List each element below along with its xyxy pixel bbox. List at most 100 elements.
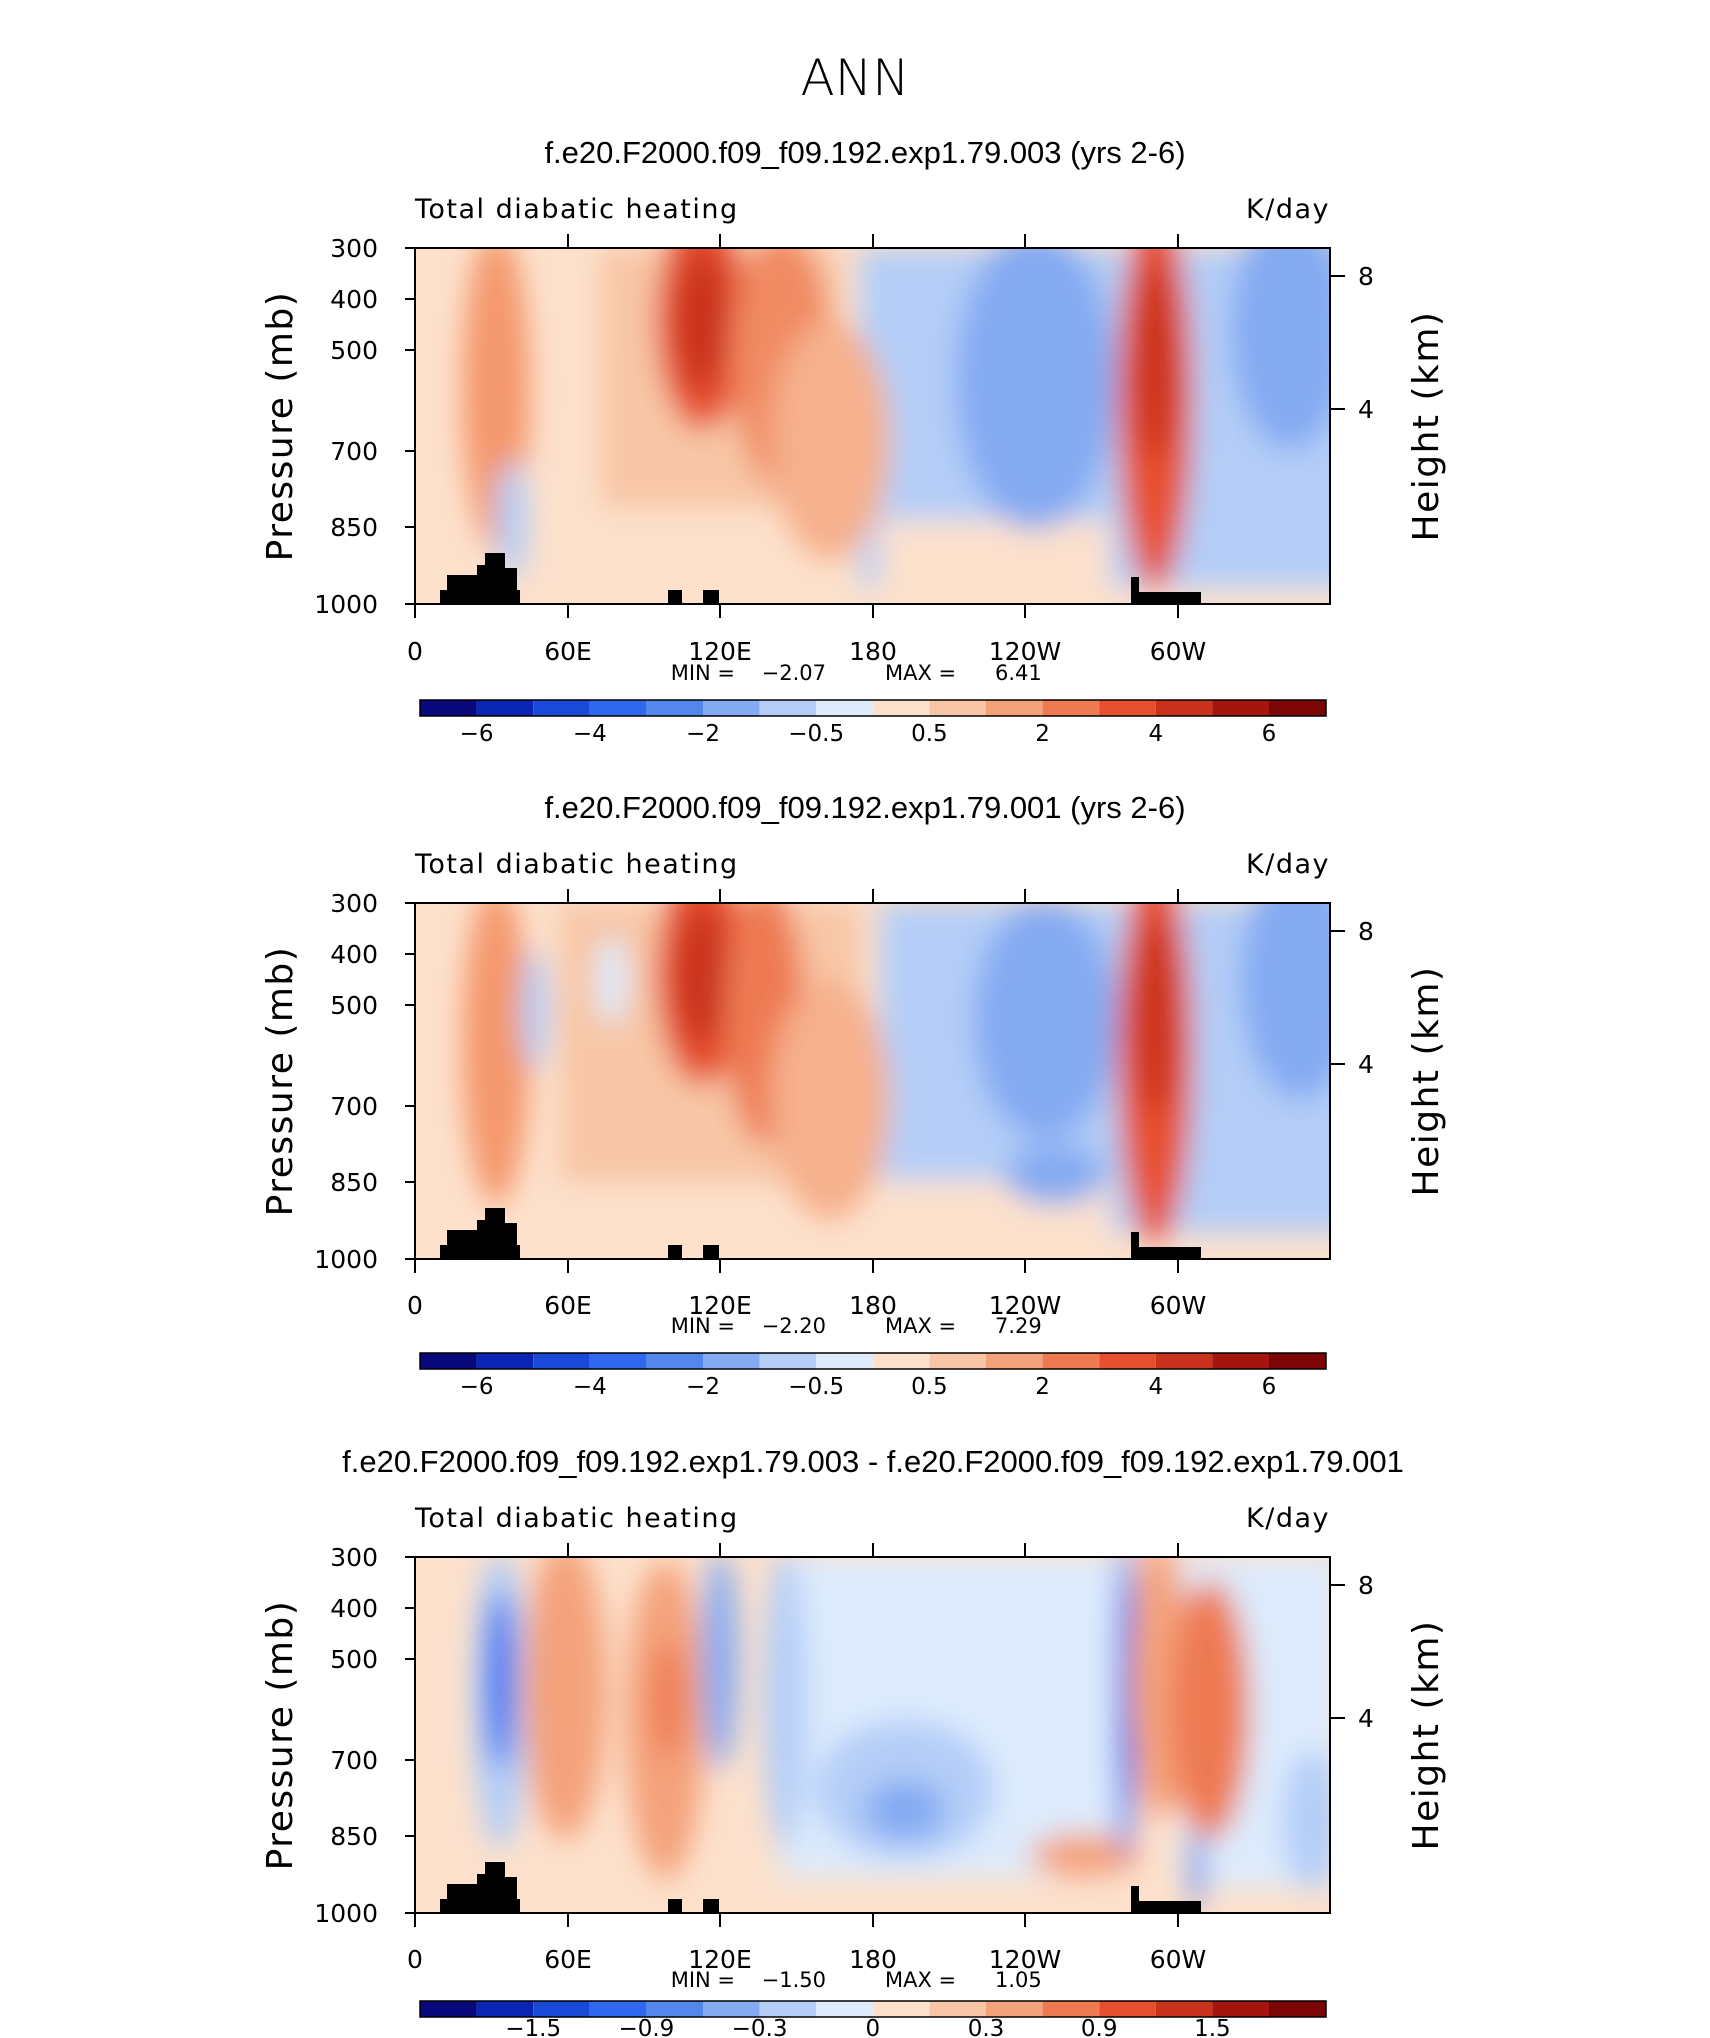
- terrain-block: [1135, 1247, 1201, 1259]
- terrain-block: [703, 1899, 719, 1913]
- field-feature: [1135, 915, 1175, 1115]
- topography: [440, 1208, 1201, 1259]
- colorbar-label: 6: [1262, 1374, 1277, 1400]
- y-axis-left: 300 400 500 700 850 1000 Pressure (mb): [260, 1543, 415, 1928]
- x-tick-label: 0: [407, 1291, 423, 1320]
- field-feature: [763, 1557, 807, 1850]
- max-label: MAX =: [885, 1314, 956, 1338]
- min-label: MIN =: [671, 1968, 735, 1992]
- field-feature: [676, 905, 728, 1045]
- colorbar-label: 4: [1148, 1374, 1163, 1400]
- colorbar-swatch: [872, 2001, 930, 2017]
- colorbar-label: −0.9: [618, 2016, 674, 2038]
- y-axis-right: 8 4 Height (km): [1330, 917, 1447, 1196]
- colorbar-swatch: [420, 2001, 477, 2017]
- field-feature: [1005, 1145, 1105, 1205]
- colorbar-swatch: [1212, 2001, 1269, 2017]
- colorbar-swatches: [420, 700, 1326, 716]
- y-tick-label: 400: [330, 940, 378, 969]
- colorbar-swatch: [1042, 2001, 1100, 2017]
- colorbar-swatches: [420, 1353, 1326, 1369]
- colorbar-swatch: [589, 2001, 647, 2017]
- terrain-block: [668, 1245, 682, 1259]
- subtitle-right: K/day: [1246, 849, 1330, 880]
- y-right-axis-label: Height (km): [1406, 1620, 1447, 1851]
- y-tick-label: 850: [330, 1822, 378, 1851]
- terrain-block: [1131, 577, 1139, 604]
- y-tick-label: 500: [330, 1645, 378, 1674]
- colorbar-swatch: [986, 1353, 1043, 1369]
- min-max-stats: MIN = −2.07 MAX = 6.41: [671, 661, 1042, 685]
- colorbar-swatch: [533, 1353, 590, 1369]
- panel-title: f.e20.F2000.f09_f09.192.exp1.79.003 (yrs…: [544, 135, 1185, 170]
- x-tick-label: 60E: [544, 1291, 592, 1320]
- colorbar-swatch: [1155, 2001, 1213, 2017]
- y-tick-label: 700: [330, 1746, 378, 1775]
- colorbar-label: 1.5: [1194, 2016, 1231, 2038]
- colorbar-swatch: [533, 2001, 590, 2017]
- colorbar-label: 0.5: [911, 1374, 948, 1400]
- y-tick-label: 400: [330, 285, 378, 314]
- y-tick-label: 500: [330, 991, 378, 1020]
- colorbar-swatch: [476, 700, 534, 716]
- subtitle-left: Total diabatic heating: [414, 849, 739, 880]
- colorbar-swatch: [872, 1353, 930, 1369]
- colorbar-swatch: [759, 2001, 817, 2017]
- contour-fields: [462, 903, 1330, 1259]
- max-label: MAX =: [885, 1968, 956, 1992]
- colorbar-label: 0.5: [911, 721, 948, 747]
- colorbar-swatch: [1155, 1353, 1213, 1369]
- y-right-tick-label: 8: [1358, 1571, 1374, 1600]
- colorbar-label: −4: [573, 721, 607, 747]
- y-tick-label: 1000: [314, 1245, 378, 1274]
- colorbar-label: 0.9: [1081, 2016, 1118, 2038]
- colorbar-swatch: [589, 1353, 647, 1369]
- field-feature: [1030, 1833, 1140, 1877]
- colorbar-swatch: [1212, 700, 1269, 716]
- colorbar-swatch: [1099, 2001, 1156, 2017]
- terrain-block: [447, 1884, 477, 1904]
- colorbar-swatch: [1212, 1353, 1269, 1369]
- terrain-block: [505, 1877, 517, 1907]
- colorbar-label: −2: [686, 1374, 720, 1400]
- field-feature: [702, 1557, 738, 1770]
- field-feature: [1191, 1830, 1203, 1910]
- field-feature: [676, 250, 728, 390]
- min-label: MIN =: [671, 661, 735, 685]
- colorbar: −1.5 −0.9 −0.3 0 0.3 0.9 1.5: [419, 2000, 1327, 2038]
- terrain-block: [447, 575, 477, 595]
- terrain-block: [1131, 1886, 1139, 1913]
- x-tick-label: 180: [849, 1291, 897, 1320]
- terrain-block: [505, 568, 517, 598]
- colorbar-label: −6: [460, 721, 494, 747]
- colorbar-label: −1.5: [505, 2016, 561, 2038]
- y-right-axis-label: Height (km): [1406, 966, 1447, 1197]
- terrain-block: [703, 590, 719, 604]
- colorbar-swatch: [1269, 1353, 1326, 1369]
- page-title: ANN: [800, 49, 909, 107]
- min-max-stats: MIN = −1.50 MAX = 1.05: [671, 1968, 1042, 1992]
- subtitle-right: K/day: [1246, 194, 1330, 225]
- colorbar-swatch: [646, 700, 703, 716]
- y-axis-left: 300 400 500 700 850 1000 Pressure (mb): [260, 234, 415, 619]
- panel-title: f.e20.F2000.f09_f09.192.exp1.79.001 (yrs…: [544, 790, 1185, 825]
- subtitle-left: Total diabatic heating: [414, 1503, 739, 1534]
- max-value: 1.05: [995, 1968, 1042, 1992]
- colorbar-label: −6: [460, 1374, 494, 1400]
- colorbar-swatch: [476, 1353, 534, 1369]
- subtitle-right: K/day: [1246, 1503, 1330, 1534]
- y-tick-label: 850: [330, 1168, 378, 1197]
- colorbar-label: 2: [1035, 721, 1050, 747]
- x-tick-label: 0: [407, 637, 423, 666]
- field-feature: [496, 460, 528, 580]
- x-tick-label: 60E: [544, 1945, 592, 1974]
- colorbar-swatch: [703, 1353, 760, 1369]
- min-max-stats: MIN = −2.20 MAX = 7.29: [671, 1314, 1042, 1338]
- colorbar-label: 0: [865, 2016, 880, 2038]
- x-tick-label: 120E: [688, 637, 752, 666]
- field-feature: [596, 935, 628, 1025]
- y-tick-label: 300: [330, 889, 378, 918]
- colorbar-frame: [419, 699, 1327, 717]
- colorbar-swatch: [929, 1353, 986, 1369]
- x-axis: 0 60E 120E 180 120W 60W: [407, 889, 1206, 1320]
